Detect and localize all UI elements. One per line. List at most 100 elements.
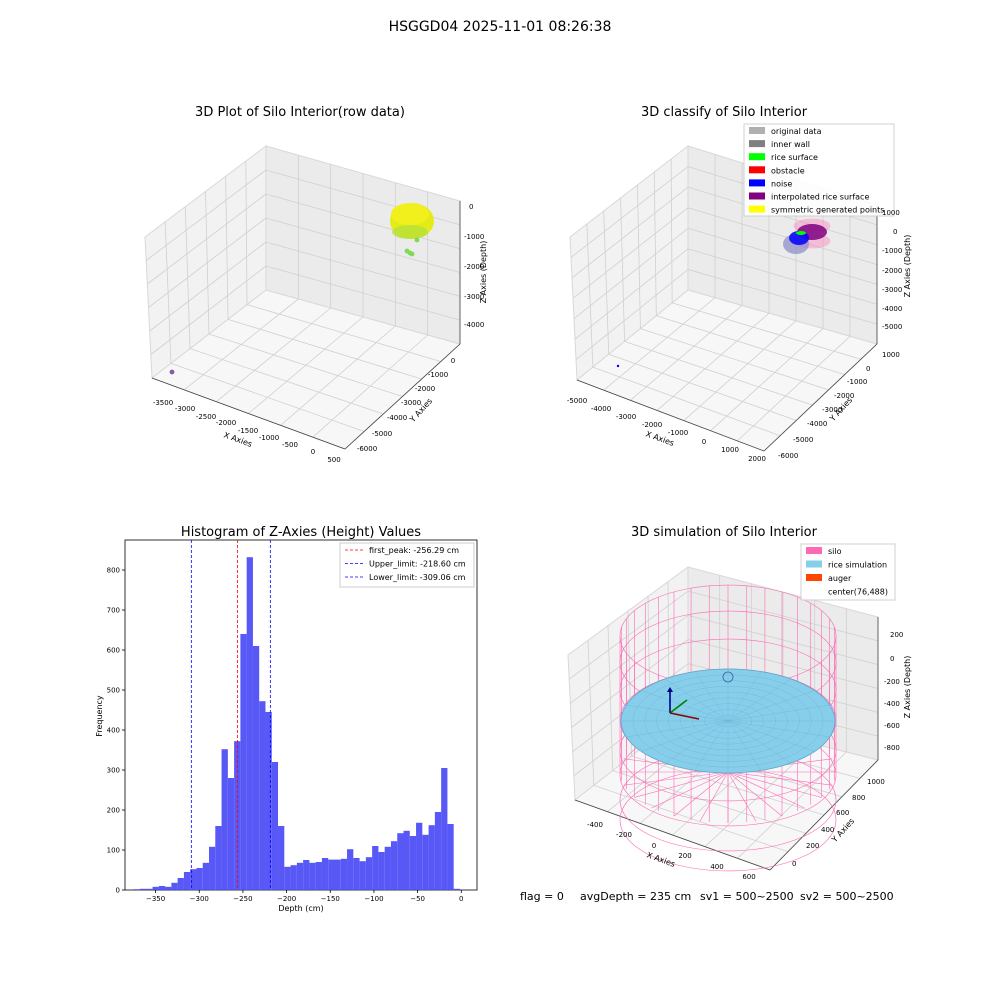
x-tick: −100 (364, 895, 383, 903)
x-tick: 1000 (721, 446, 739, 454)
grid-line (265, 265, 461, 321)
silo-floor-spoke (673, 771, 729, 817)
avg-depth-text: avgDepth = 235 cm (580, 890, 691, 903)
y-tick: 600 (836, 809, 849, 817)
sv1-text: sv1 = 500~2500 (700, 890, 794, 903)
legend-entry: rice simulation (828, 561, 887, 570)
x-axis-line (576, 379, 765, 452)
x-tick: -4000 (591, 405, 611, 413)
z-tick: -200 (884, 678, 900, 686)
auger-x-arrow (669, 712, 700, 720)
rice-surface-top (391, 203, 429, 225)
rice-mesh-spoke (664, 720, 729, 764)
hist-bar (196, 868, 203, 890)
y-tick: 200 (806, 842, 819, 850)
x-tick: −350 (146, 895, 165, 903)
z-tick: -3000 (464, 293, 484, 301)
status-footer: flag = 0 avgDepth = 235 cm sv1 = 500~250… (520, 890, 894, 903)
hist-bar (340, 858, 348, 890)
x-tick: 0 (311, 448, 315, 456)
x-tick: 0 (459, 895, 463, 903)
z-tick-labels: 200 0 -200 -400 -600 -800 (884, 631, 903, 752)
grid-line (670, 158, 673, 303)
z-axis-label: Z Axies (Depth) (903, 235, 912, 298)
auger-z-arrowhead (667, 687, 673, 692)
hist-bar (372, 846, 379, 890)
rice-mesh-spoke (727, 671, 762, 722)
hist-bar (284, 866, 291, 890)
z-tick: 1000 (882, 209, 900, 217)
hist-bar (140, 888, 147, 890)
x-tick: 0 (652, 842, 656, 850)
y-tick: -1000 (847, 378, 867, 386)
hist-bar (447, 824, 454, 890)
y-tick: -6000 (778, 452, 798, 460)
z-tick: -1000 (464, 233, 484, 241)
y-tick: -2000 (415, 385, 435, 393)
grid-line (687, 269, 878, 325)
z-tick: -2000 (464, 263, 484, 271)
hist-bar (422, 834, 429, 890)
y-tick: -3000 (401, 399, 421, 407)
hist-bar (365, 857, 373, 890)
grid-line (656, 312, 770, 411)
y-tick: -4000 (387, 414, 407, 422)
z-tick: -2000 (882, 267, 902, 275)
y-tick: 800 (107, 567, 120, 575)
legend-swatch (749, 140, 765, 148)
grid-line (687, 207, 878, 265)
y-tick: 1000 (882, 351, 900, 359)
y-axis-line (769, 759, 879, 871)
x-tick: 600 (742, 873, 755, 881)
legend-entry: interpolated rice surface (771, 193, 869, 202)
x-tick: 400 (710, 863, 723, 871)
rice-surface-points (796, 231, 806, 235)
x-tick: 0 (702, 438, 706, 446)
y-tick: 600 (107, 647, 120, 655)
rice-mesh-spoke (727, 720, 762, 771)
x-tick: -1500 (238, 427, 258, 435)
grid-line (571, 186, 689, 279)
grid-line (603, 210, 610, 355)
z-tick-labels: 1000 0 -1000 -2000 -3000 -4000 -5000 (882, 209, 902, 331)
x-tick: 200 (678, 852, 691, 860)
hist-bar (190, 869, 197, 890)
rice-mesh-spoke (727, 690, 815, 722)
silo-floor-spoke (727, 771, 783, 817)
y-axis-line (763, 343, 878, 452)
grid-line (603, 297, 716, 391)
hist-bar (271, 762, 279, 890)
silo-floor-spoke (727, 771, 805, 809)
x-axis-line (151, 377, 346, 450)
z-tick: 0 (893, 228, 897, 236)
hist-bar (171, 882, 178, 890)
grid-line (687, 227, 878, 285)
hist-bar (441, 768, 448, 890)
y-tick: 1000 (867, 778, 885, 786)
rice-mesh-spoke (727, 720, 792, 764)
silo-floor-spoke (727, 771, 833, 786)
hist-bar (403, 830, 410, 890)
noise-point (616, 364, 620, 368)
hist-bar (165, 886, 172, 890)
legend-entry: symmetric generated points (771, 206, 884, 215)
hist-bar (221, 749, 228, 890)
hist-bar (359, 861, 366, 890)
rice-mesh-spoke (727, 678, 792, 722)
center-marker (722, 671, 734, 683)
x-tick: −50 (410, 895, 425, 903)
x-axis-label: X Axies (645, 850, 676, 869)
legend-entry: rice surface (771, 153, 818, 162)
legend-swatch (806, 547, 822, 554)
rice-mesh-spoke (727, 720, 830, 738)
y-tick-labels: 0 200 400 600 800 1000 (792, 778, 885, 868)
rice-mesh-spoke (626, 720, 729, 738)
z-axis-label: Z Axies (Depth) (479, 241, 488, 304)
rice-mesh-spoke (641, 690, 729, 722)
hist-bar (177, 878, 184, 890)
z-tick: -4000 (464, 321, 484, 329)
silo-floor-spoke (727, 771, 757, 822)
legend-swatch (749, 179, 765, 187)
legend-entry: original data (771, 127, 822, 136)
x-tick: -3000 (616, 413, 636, 421)
